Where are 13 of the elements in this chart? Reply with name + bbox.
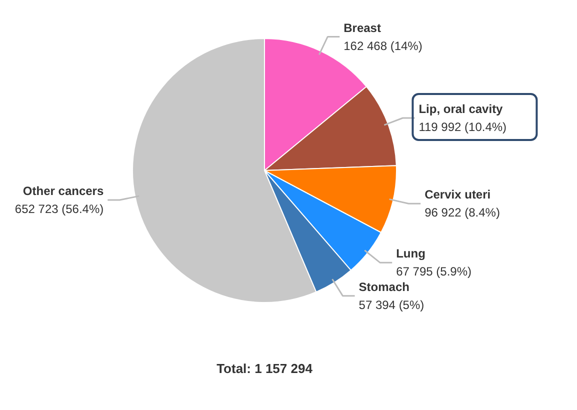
slice-label: Other cancers: [22, 184, 104, 198]
slice-label: Breast: [344, 20, 381, 35]
data-label: 67 795 (5.9%): [396, 264, 472, 279]
data-label: 652 723 (56.4%): [14, 202, 104, 216]
text: Total: 1 157 294: [216, 361, 314, 376]
slice-label: Stomach: [358, 280, 410, 294]
slice-label: Lip, oral cavity: [418, 102, 504, 116]
slice-label: Cervix uteri: [424, 188, 491, 202]
data-label: 119 992 (10.4%): [418, 120, 507, 134]
data-label: 57 394 (5%): [358, 298, 424, 312]
data-label: 96 922 (8.4%): [424, 206, 500, 220]
data-label: 162 468 (14%): [344, 38, 422, 53]
slice-label: Lung: [396, 246, 426, 261]
